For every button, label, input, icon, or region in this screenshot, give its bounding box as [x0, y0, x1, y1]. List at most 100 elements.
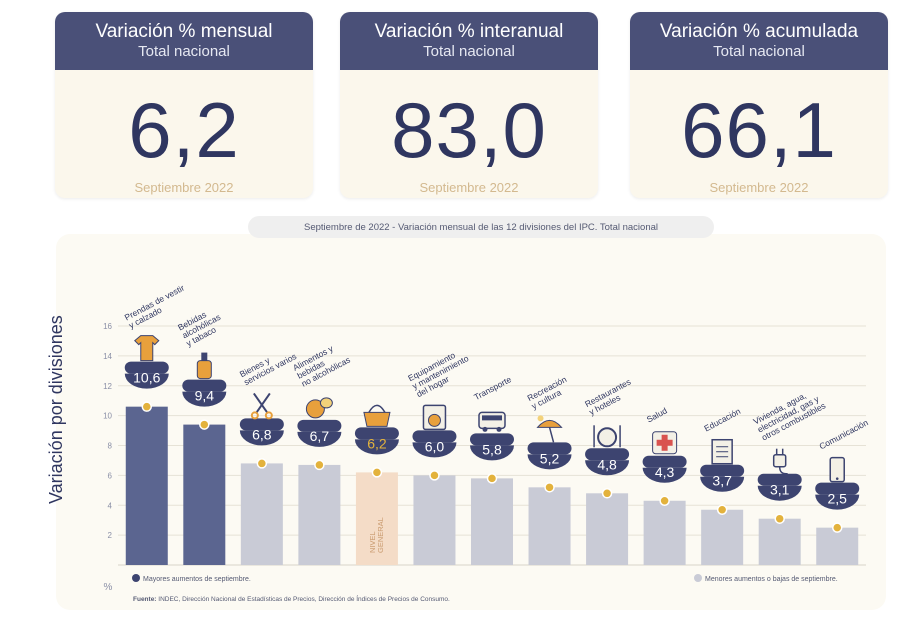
health-cross-icon [652, 431, 678, 455]
value-label: 3,1 [770, 482, 790, 498]
kpi-title: Variación % acumulada [659, 21, 859, 42]
value-bubble [700, 476, 745, 492]
value-label: 9,4 [195, 388, 215, 404]
category-label: Educación [702, 406, 742, 434]
bar [701, 509, 744, 565]
value-label: 6,2 [367, 435, 387, 451]
kpi-value: 83,0 [391, 86, 547, 174]
kpi-subtitle: Total nacional [423, 43, 515, 60]
category-label: Bienes yservicios varios [238, 343, 298, 387]
kpi-header: Variación % acumulada Total nacional [630, 12, 888, 70]
bar-marker [429, 470, 440, 481]
category-label: Salud [645, 405, 669, 424]
source-note: Fuente: INDEC, Dirección Nacional de Est… [133, 594, 450, 603]
y-tick-label: 6 [108, 471, 113, 480]
kpi-header: Variación % mensual Total nacional [55, 12, 313, 70]
value-bubble [182, 391, 227, 407]
bar [125, 406, 168, 565]
kpi-header: Variación % interanual Total nacional [340, 12, 598, 70]
phone-icon [829, 456, 845, 483]
value-label: 10,6 [133, 370, 160, 386]
y-unit-symbol: % [104, 582, 113, 593]
value-bubble-cap [297, 419, 342, 432]
bus-icon [478, 411, 506, 432]
kpi-subtitle: Total nacional [713, 43, 805, 60]
chart-title-prefix: Septiembre de 2022 - [303, 221, 396, 233]
value-bubble-cap [527, 442, 572, 455]
bar-marker [601, 488, 613, 499]
scissors-icon [250, 392, 273, 420]
value-label: 3,7 [712, 473, 732, 489]
value-bubble [642, 467, 687, 483]
y-tick-label: 14 [103, 352, 112, 361]
bar-marker [774, 513, 785, 524]
value-label: 6,8 [252, 426, 272, 442]
chart-title: Septiembre de 2022 - Variación mensual d… [248, 216, 714, 238]
value-bubble-cap [815, 482, 860, 495]
kpi-card-mensual: Variación % mensual Total nacional 6,2 S… [55, 12, 313, 198]
value-bubble [815, 494, 860, 510]
value-bubble [297, 431, 342, 447]
food-icon [305, 397, 333, 419]
beach-icon [536, 415, 563, 443]
basket-icon [363, 404, 391, 427]
value-label: 4,8 [597, 456, 617, 472]
value-bubble-cap [239, 418, 284, 431]
value-label: 4,3 [655, 464, 675, 480]
bar-marker [199, 419, 210, 430]
shirt-icon [134, 335, 160, 362]
value-label: 6,0 [425, 438, 445, 454]
y-tick-label: 2 [108, 531, 113, 540]
kpi-value: 6,2 [128, 86, 240, 174]
value-bubble [757, 485, 802, 501]
legend-marker-menor [694, 574, 702, 582]
legend-label-menor: Menores aumentos o bajas de septiembre. [705, 576, 838, 583]
value-bubble-cap [700, 464, 745, 477]
bar [355, 472, 398, 565]
value-bubble [354, 439, 399, 455]
bar [298, 464, 341, 565]
bar [471, 478, 513, 565]
value-bubble-cap [585, 448, 630, 461]
legend-label-mayor: Mayores aumentos de septiembre. [143, 576, 251, 583]
kpi-date: Septiembre 2022 [709, 180, 809, 195]
value-bubble-cap [642, 455, 687, 468]
category-label: Restaurantesy hoteles [583, 377, 637, 418]
bar [816, 527, 859, 565]
category-label: Recreacióny cultura [526, 374, 573, 411]
y-tick-label: 12 [103, 382, 112, 391]
value-label: 5,8 [482, 441, 502, 457]
bar-marker [716, 504, 728, 515]
plug-icon [772, 448, 788, 475]
y-tick-label: 10 [103, 412, 112, 421]
category-label: Comunicación [817, 417, 869, 451]
kpi-card-interanual: Variación % interanual Total nacional 83… [340, 12, 598, 198]
bar-marker [544, 482, 555, 493]
bar-marker [314, 459, 325, 471]
value-bubble [124, 373, 169, 389]
kpi-card-acumulada: Variación % acumulada Total nacional 66,… [630, 12, 888, 198]
home-appliance-icon [422, 404, 447, 431]
category-label: Alimentos ybebidasno alcohólicas [291, 339, 352, 389]
y-tick-label: 8 [108, 442, 113, 451]
kpi-date: Septiembre 2022 [419, 180, 519, 195]
bar-marker [831, 522, 843, 533]
bar [528, 487, 571, 565]
bar [240, 463, 283, 565]
value-bubble [412, 442, 457, 458]
value-label: 5,2 [540, 450, 560, 466]
value-bubble-cap [470, 433, 514, 446]
category-label: Transporte [472, 374, 513, 402]
bar-marker [659, 495, 670, 507]
bar-marker [486, 473, 498, 484]
value-bubble-cap [182, 379, 227, 392]
value-label: 6,7 [310, 428, 330, 444]
value-bubble-cap [354, 427, 399, 440]
value-bubble [527, 454, 572, 470]
y-tick-label: 16 [103, 322, 112, 331]
dining-icon [593, 425, 621, 448]
bottle-icon [196, 352, 212, 380]
general-bar-label: NIVELGENERAL [368, 517, 385, 553]
bar [413, 475, 456, 565]
